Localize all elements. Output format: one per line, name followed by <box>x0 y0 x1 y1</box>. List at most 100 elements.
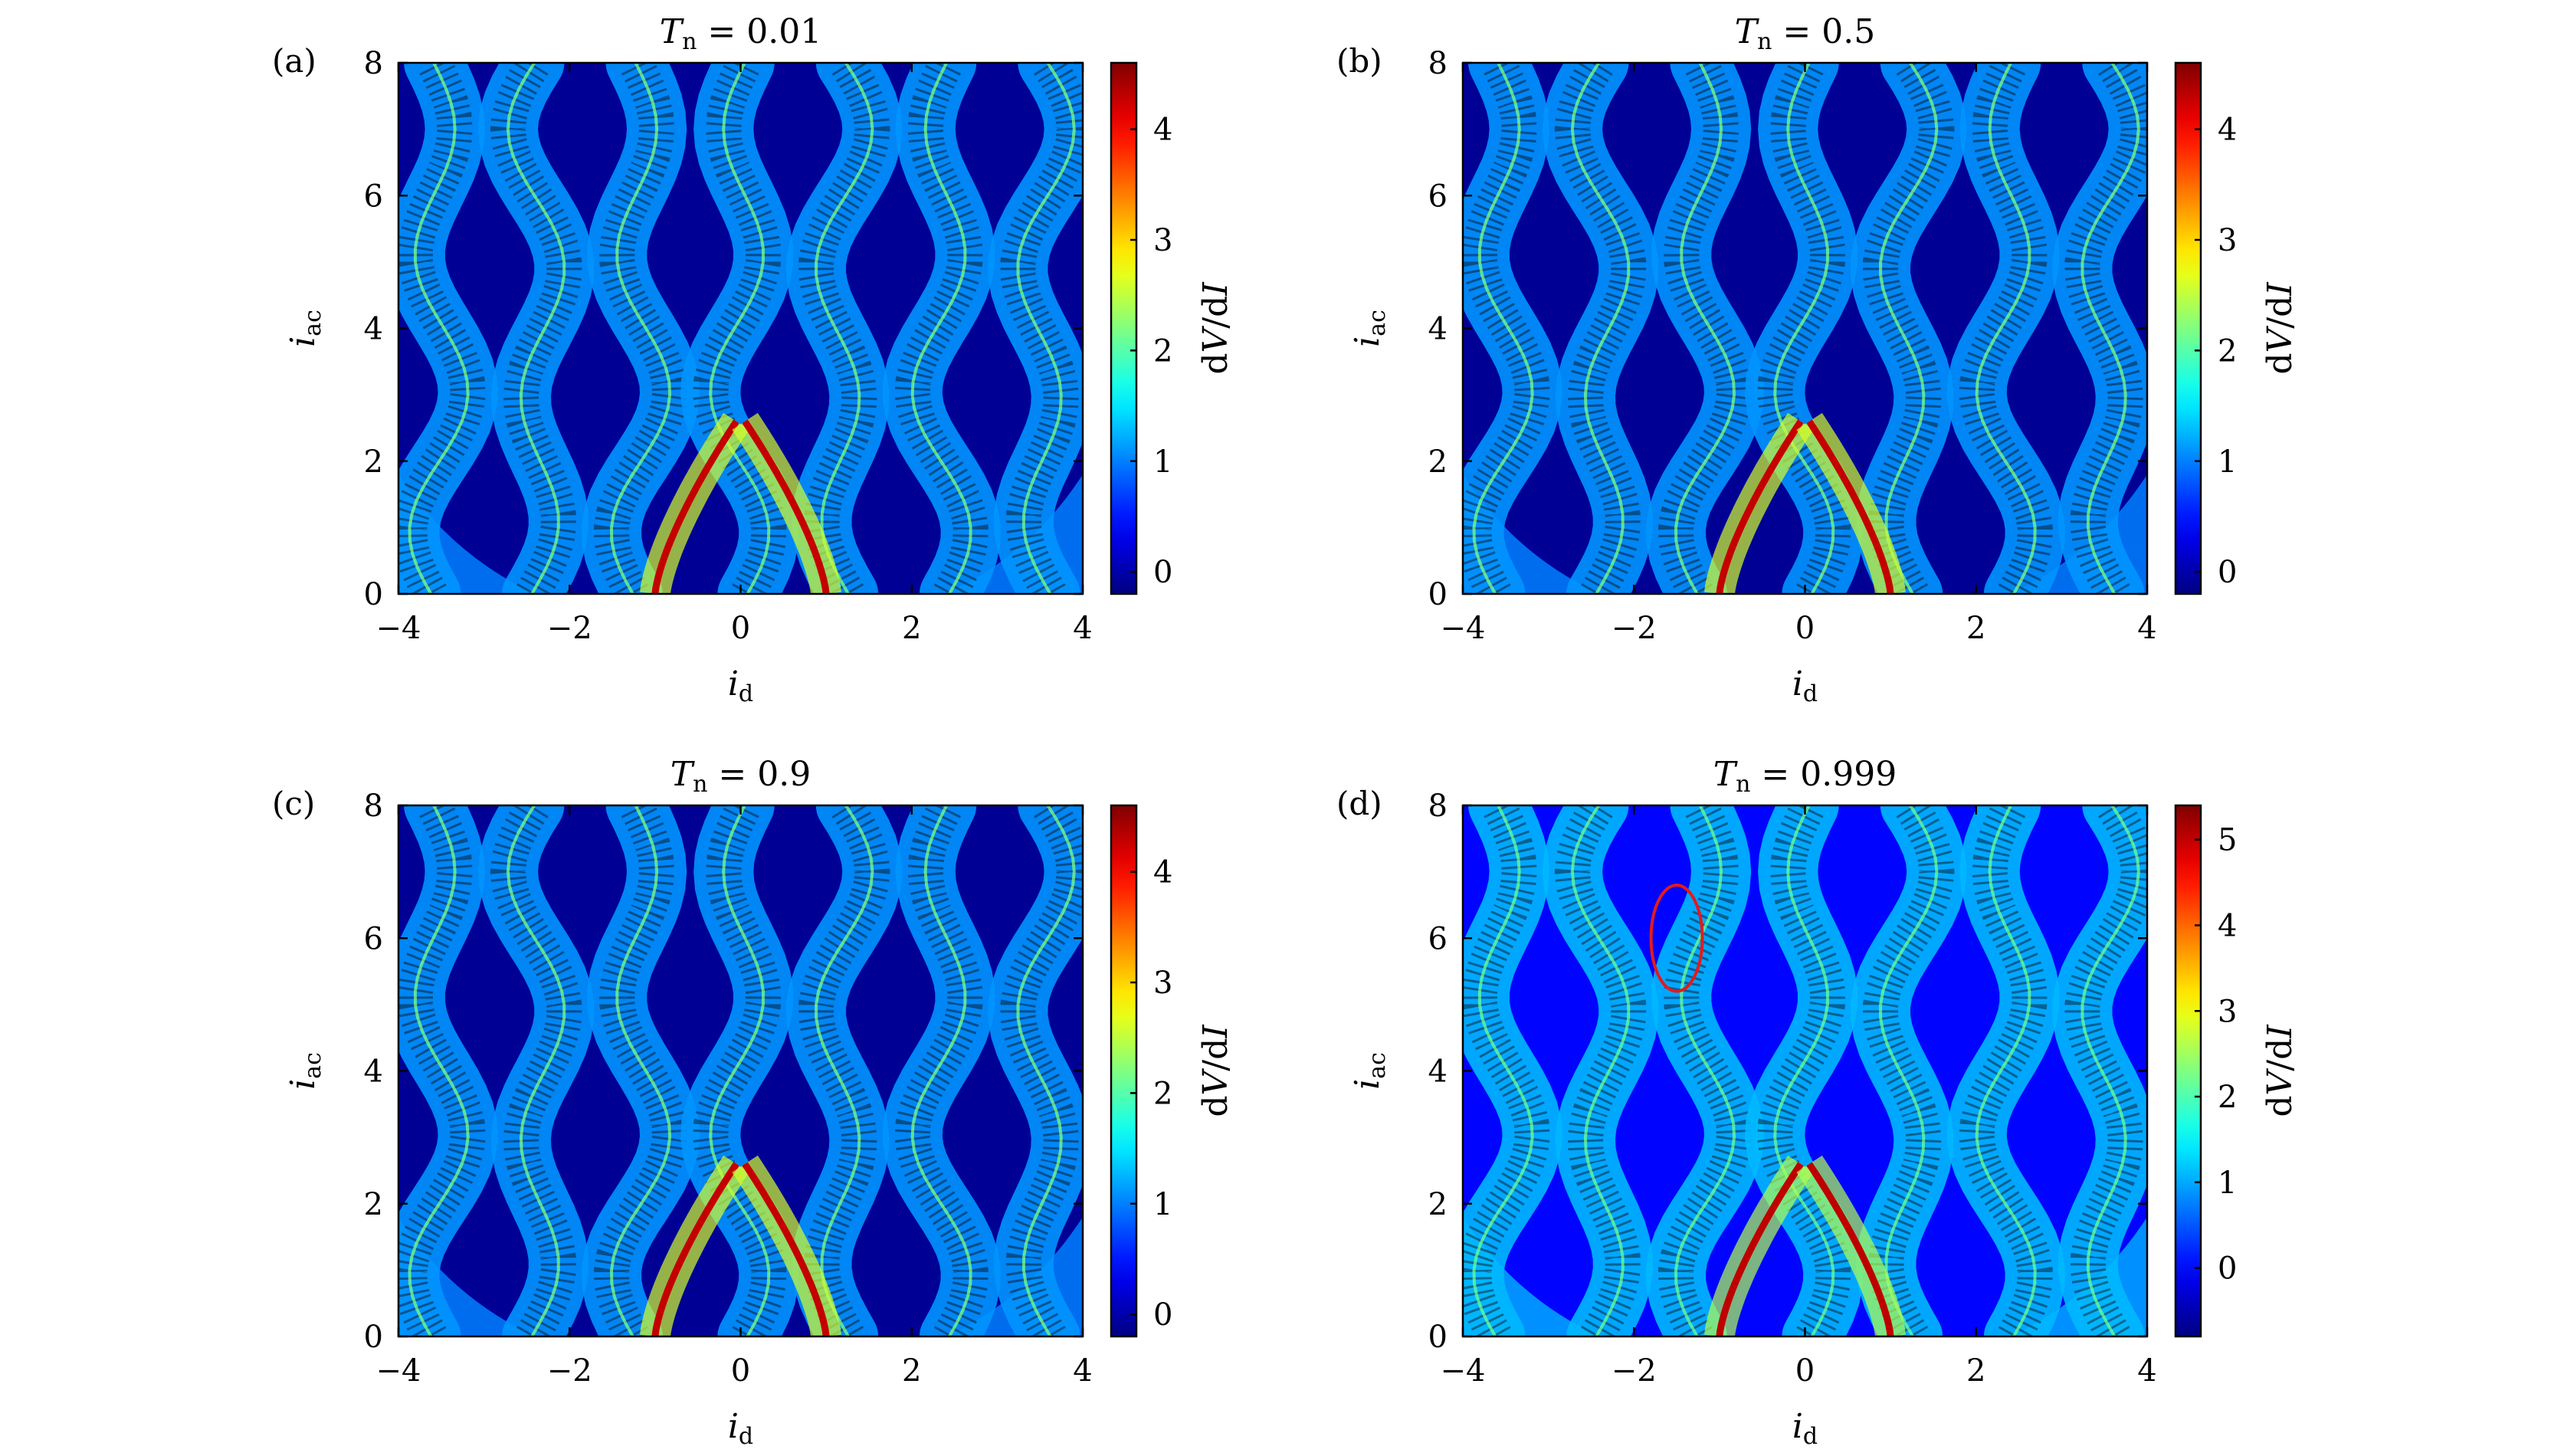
y-tick-label: 8 <box>364 46 383 81</box>
y-tick-label: 4 <box>1428 312 1448 347</box>
y-tick-label: 0 <box>1428 577 1448 612</box>
fringe-line <box>1773 63 1835 594</box>
fringe-line <box>1016 805 1076 1336</box>
fringe-line <box>1674 805 1736 1336</box>
colorbar <box>2174 61 2202 595</box>
colorbar-tick-label: 3 <box>1153 966 1172 1001</box>
x-tick-label: 0 <box>1795 611 1815 646</box>
fringe-line <box>2080 805 2140 1336</box>
y-tick-label: 0 <box>1428 1320 1448 1355</box>
heatmap-area <box>398 805 1083 1336</box>
x-tick-label: −2 <box>547 611 592 646</box>
fringe-line <box>506 63 566 594</box>
colorbar-tick-label: 2 <box>1153 1076 1172 1111</box>
colorbar-tick-label: 3 <box>2218 994 2237 1029</box>
x-tick-label: −4 <box>1441 1353 1486 1389</box>
colorbar <box>1110 61 1138 595</box>
heatmap-area <box>1463 805 2147 1336</box>
x-axis-label: id <box>728 1407 753 1450</box>
fringe-line <box>1879 63 1939 594</box>
x-axis-label: id <box>1792 1407 1818 1450</box>
y-tick-label: 6 <box>364 921 383 956</box>
fringe-line <box>1472 63 1534 594</box>
panel-title: Tn = 0.999 <box>1713 755 1897 798</box>
y-tick-label: 6 <box>1428 921 1448 956</box>
x-tick-label: 0 <box>731 611 750 646</box>
y-axis-label: iac <box>1348 1052 1391 1090</box>
lobe-peak-line <box>1806 1162 1894 1336</box>
x-tick-label: 4 <box>2137 611 2156 646</box>
fringe-line <box>910 63 972 594</box>
y-tick-label: 8 <box>1428 46 1448 81</box>
y-tick-label: 0 <box>364 1320 383 1355</box>
x-tick-label: −2 <box>1612 1353 1657 1389</box>
y-tick-label: 8 <box>1428 789 1448 824</box>
panel-3: −4 −2 0 2 4 0 2 4 6 8 id iac Tn = 0.999 (d) 0 1 2 3 4 5 dV/d… <box>1336 755 2300 1450</box>
fringe-line <box>1879 805 1939 1336</box>
fringe-line <box>506 805 566 1336</box>
x-tick-label: −4 <box>376 1353 421 1389</box>
x-tick-label: 0 <box>731 1353 750 1389</box>
y-tick-label: 0 <box>364 577 383 612</box>
fringe-line <box>408 63 470 594</box>
y-tick-label: 8 <box>364 789 383 824</box>
panel-label: (c) <box>272 785 315 822</box>
colorbar-tick-label: 5 <box>2218 823 2237 858</box>
y-tick-label: 4 <box>364 312 383 347</box>
colorbar-tick-label: 2 <box>2218 1080 2237 1115</box>
fringe-line <box>1472 805 1534 1336</box>
fringe-line <box>1975 63 2037 594</box>
panel-2: −4 −2 0 2 4 0 2 4 6 8 id iac Tn = 0.9 (c) 0 1 2 3 4 dV/dI <box>272 755 1235 1450</box>
y-tick-label: 2 <box>364 444 383 480</box>
colorbar-label: dV/dI <box>1196 281 1235 375</box>
colorbar-tick-label: 0 <box>2218 1251 2237 1287</box>
panel-label: (a) <box>272 42 316 80</box>
x-tick-label: −2 <box>547 1353 592 1389</box>
fringe-line <box>1570 805 1631 1336</box>
lobe-peak-line <box>742 419 830 594</box>
fringe-line <box>2080 63 2140 594</box>
colorbar-tick-label: 1 <box>2218 444 2237 480</box>
heatmap-area <box>398 63 1083 594</box>
fringe-line <box>408 805 470 1336</box>
y-axis-label: iac <box>1348 310 1391 347</box>
colorbar-tick-label: 4 <box>2218 113 2237 148</box>
colorbar-label: dV/dI <box>2261 1024 2300 1117</box>
fringe-line <box>910 805 972 1336</box>
x-tick-label: 2 <box>902 1353 921 1389</box>
y-axis-label: iac <box>284 1052 326 1090</box>
colorbar-tick-label: 0 <box>1153 1297 1172 1333</box>
x-tick-label: 2 <box>902 611 921 646</box>
y-tick-label: 4 <box>1428 1054 1448 1090</box>
y-tick-label: 2 <box>1428 1187 1448 1222</box>
y-tick-label: 6 <box>364 179 383 214</box>
panel-title: Tn = 0.9 <box>671 755 811 798</box>
y-tick-label: 4 <box>364 1054 383 1090</box>
lobe-peak-line <box>651 419 739 594</box>
panel-0: −4 −2 0 2 4 0 2 4 6 8 id iac Tn = 0.01 (a) 0 1 2 3 4 dV/dI <box>272 12 1235 707</box>
colorbar-tick-label: 1 <box>1153 1187 1172 1222</box>
fringe-line <box>709 805 771 1336</box>
colorbar-tick-label: 2 <box>2218 333 2237 369</box>
y-axis-label: iac <box>284 310 326 347</box>
fringe-line <box>609 63 672 594</box>
colorbar-tick-label: 1 <box>2218 1166 2237 1201</box>
x-tick-label: 2 <box>1966 611 1985 646</box>
highlight-ellipse <box>1649 883 1704 993</box>
panel-label: (b) <box>1336 42 1382 80</box>
colorbar-tick-label: 3 <box>2218 223 2237 258</box>
colorbar-tick-label: 0 <box>1153 555 1172 590</box>
x-tick-label: 4 <box>2137 1353 2156 1389</box>
y-tick-label: 2 <box>364 1187 383 1222</box>
x-axis-label: id <box>1792 664 1818 707</box>
fringe-line <box>609 805 672 1336</box>
colorbar-tick-label: 4 <box>1153 855 1172 890</box>
panel-title: Tn = 0.01 <box>660 12 822 55</box>
x-tick-label: 4 <box>1073 611 1092 646</box>
x-tick-label: −4 <box>1441 611 1486 646</box>
lobe-peak-line <box>742 1162 830 1336</box>
lobe-peak-line <box>1716 419 1804 594</box>
fringe-line <box>815 63 874 594</box>
colorbar-label: dV/dI <box>2261 281 2300 375</box>
